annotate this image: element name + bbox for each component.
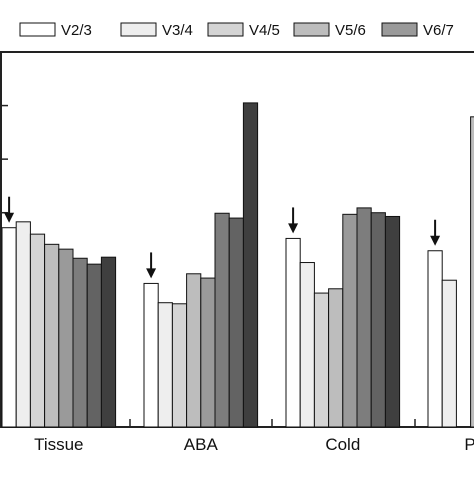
x-tick-label-tissue: Tissue	[34, 435, 83, 454]
bar-aba-v5-6	[186, 273, 202, 428]
arrow-annotation-cold	[288, 207, 299, 234]
legend-label: V2/3	[61, 22, 92, 39]
bar-aba-v4-5	[171, 303, 188, 428]
arrow-annotations	[4, 196, 441, 279]
bar-tissue-v6-7	[58, 248, 74, 428]
legend-swatch	[19, 22, 56, 37]
bar-p-v5-6	[470, 116, 474, 428]
bar-cold-v7-8	[356, 207, 372, 428]
legend-swatch	[381, 22, 418, 37]
legend-label: V4/5	[249, 22, 280, 39]
legend-item-v6-7: V6/7	[381, 22, 454, 39]
bar-aba-v2-3	[143, 282, 159, 428]
legend-label: V6/7	[423, 22, 454, 39]
arrow-annotation-p	[430, 219, 441, 246]
bar-aba-v6-7	[200, 277, 216, 428]
x-tick-label-cold: Cold	[325, 435, 360, 454]
bar-cold-v6-7	[342, 213, 358, 428]
legend-label: V5/6	[335, 22, 366, 39]
bar-cold-v2-3	[285, 237, 301, 428]
bars	[1, 102, 474, 428]
legend-item-v3-4: V3/4	[120, 22, 193, 39]
arrow-annotation-aba	[146, 252, 157, 279]
arrow-annotation-tissue	[4, 196, 15, 223]
bar-tissue-v7-8	[72, 257, 88, 428]
bar-p-v3-4	[441, 279, 457, 428]
category-labels: Tissue ABA Cold P	[34, 435, 474, 454]
bar-aba-v7-8	[214, 212, 230, 428]
legend-swatch	[120, 22, 157, 37]
bar-tissue-v3-4	[15, 221, 31, 428]
bar-p-v2-3	[427, 250, 443, 428]
legend: V2/3 V3/4 V4/5 V5/6 V6/7	[19, 22, 454, 39]
legend-swatch	[293, 22, 330, 37]
legend-swatch	[207, 22, 244, 37]
legend-item-v2-3: V2/3	[19, 22, 92, 39]
bar-tissue-v9-10	[100, 256, 117, 428]
legend-item-v5-6: V5/6	[293, 22, 366, 39]
bar-cold-v3-4	[299, 262, 315, 428]
bar-tissue-v5-6	[44, 243, 60, 428]
bar-tissue-v8-9	[86, 263, 102, 428]
bar-cold-v9-10	[384, 215, 401, 428]
bar-cold-v5-6	[328, 288, 344, 428]
bar-tissue-v4-5	[29, 233, 46, 428]
x-tick-label-p: P	[464, 435, 474, 454]
bar-cold-v4-5	[313, 292, 330, 428]
bar-aba-v8-9	[228, 217, 244, 428]
bar-tissue-v2-3	[1, 227, 17, 428]
legend-item-v4-5: V4/5	[207, 22, 280, 39]
bar-aba-v9-10	[242, 102, 259, 428]
bar-cold-v8-9	[370, 212, 386, 428]
bar-aba-v3-4	[157, 302, 173, 428]
legend-label: V3/4	[162, 22, 193, 39]
x-tick-label-aba: ABA	[184, 435, 219, 454]
